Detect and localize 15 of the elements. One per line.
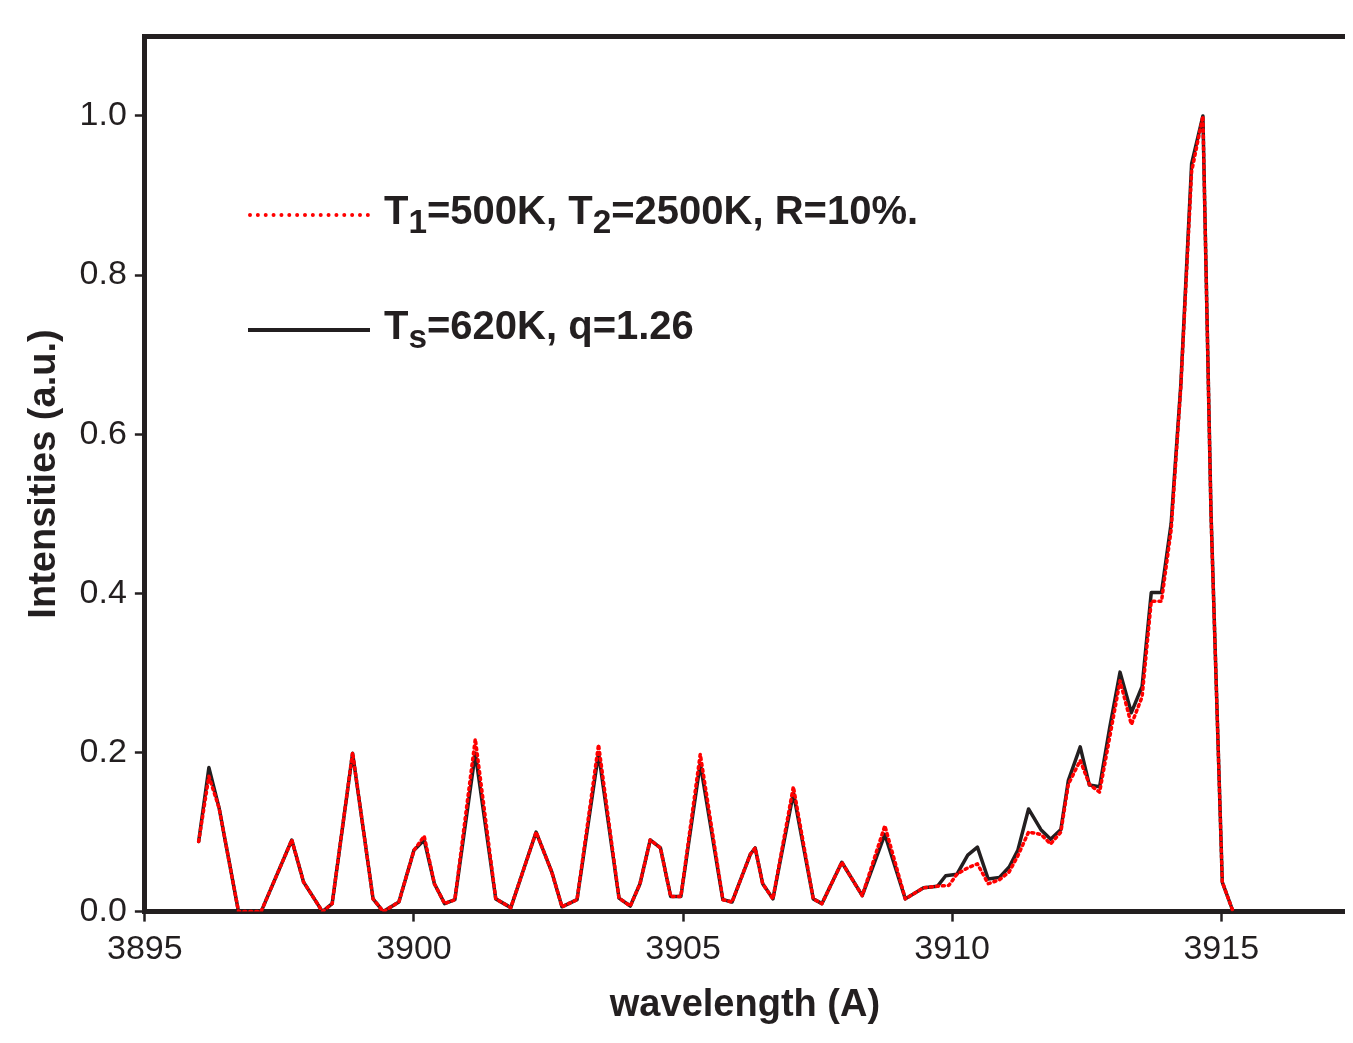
y-tick-label: 0.6 xyxy=(79,412,127,451)
x-tick-label: 3915 xyxy=(1183,928,1260,967)
x-axis-title: wavelength (A) xyxy=(608,981,881,1024)
y-tick-label: 0.8 xyxy=(79,253,127,292)
x-tick-label: 3910 xyxy=(914,928,990,967)
legend-label: T$_{s}$=620K, q=1.26 xyxy=(384,303,694,356)
y-axis-title: Intensities (a.u.) xyxy=(21,329,64,619)
x-tick-label: 3895 xyxy=(107,928,183,967)
legend-label: T$_{1}$=500K, T$_{2}$=2500K, R=10%. xyxy=(384,188,919,241)
y-tick-label: 0.4 xyxy=(79,571,127,610)
y-tick-label: 1.0 xyxy=(79,94,127,133)
y-tick-label: 0.2 xyxy=(79,730,127,769)
x-tick-label: 3900 xyxy=(376,928,452,967)
x-tick-label: 3905 xyxy=(645,928,721,967)
y-tick-label: 0.0 xyxy=(79,889,127,928)
